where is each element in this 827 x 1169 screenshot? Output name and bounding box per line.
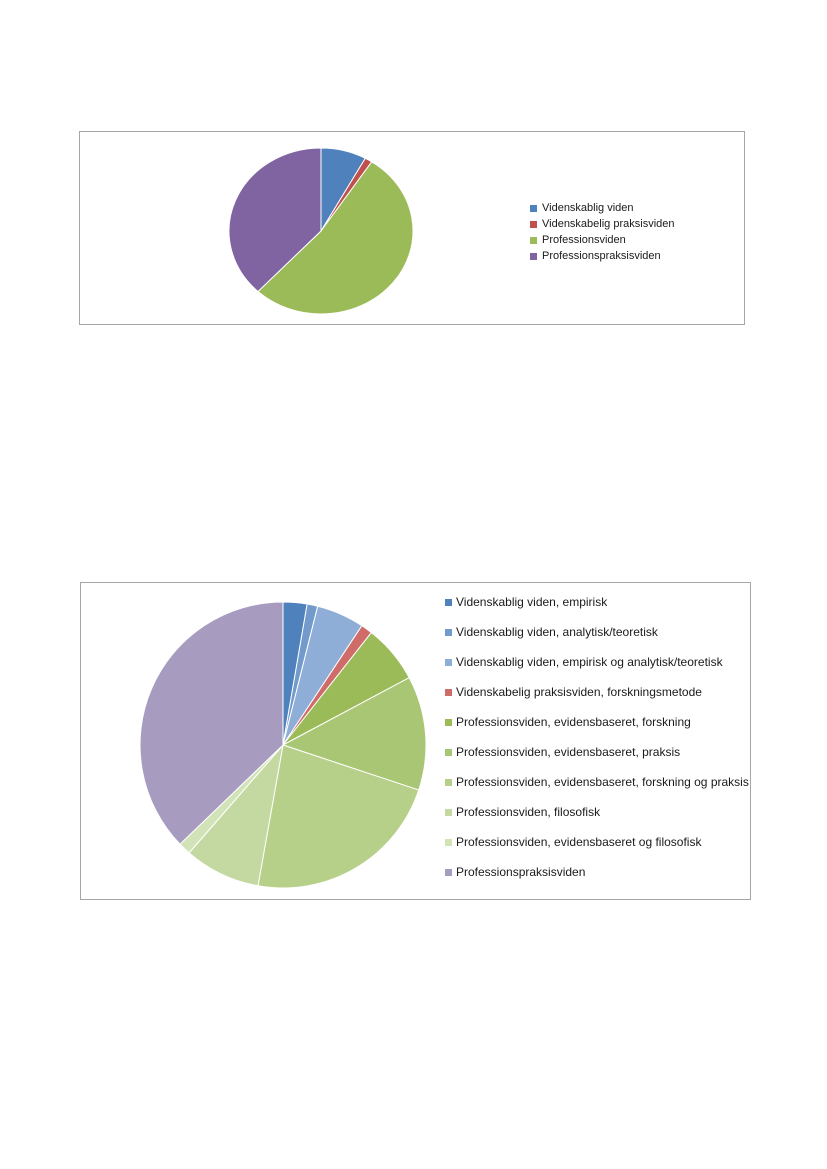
chart2-legend-swatch	[445, 869, 452, 876]
chart2-slice-6	[281, 677, 427, 791]
chart1-slice-3	[257, 161, 414, 315]
chart1-slice-4	[228, 147, 322, 293]
chart2-legend-swatch	[445, 599, 452, 606]
chart1-legend-swatch	[530, 221, 537, 228]
chart2-legend-label: Professionspraksisviden	[456, 865, 586, 879]
pie-chart-1-plot	[228, 147, 414, 315]
chart2-legend-swatch	[445, 629, 452, 636]
chart1-legend-swatch	[530, 237, 537, 244]
chart1-legend-label: Professionsviden	[542, 234, 626, 246]
chart2-legend-swatch	[445, 719, 452, 726]
chart2-legend-label: Videnskabelig praksisviden, forskningsme…	[456, 685, 702, 699]
chart2-legend-swatch	[445, 749, 452, 756]
chart1-legend-label: Professionspraksisviden	[542, 250, 661, 262]
chart2-legend-label: Professionsviden, evidensbaseret, forskn…	[456, 775, 749, 789]
pie-chart-1: Videnskablig viden Videnskabelig praksisv…	[79, 131, 745, 325]
chart2-legend-label: Videnskablig viden, empirisk	[456, 595, 608, 609]
pie-chart-2: Videnskablig viden, empirisk Videnskablig…	[80, 582, 751, 900]
chart2-legend-label: Professionsviden, filosofisk	[456, 805, 601, 819]
chart2-legend-label: Videnskablig viden, empirisk og analytis…	[456, 655, 723, 669]
chart1-legend-swatch	[530, 205, 537, 212]
chart2-legend-label: Professionsviden, evidensbaseret og filo…	[456, 835, 702, 849]
chart1-legend-swatch	[530, 253, 537, 260]
chart2-legend-swatch	[445, 659, 452, 666]
pie-chart-2-plot	[139, 601, 427, 889]
chart2-legend-swatch	[445, 809, 452, 816]
chart2-legend-swatch	[445, 689, 452, 696]
chart2-slice-10	[139, 601, 284, 845]
chart2-slice-7	[257, 744, 420, 889]
chart1-legend-label: Videnskablig viden	[542, 202, 634, 214]
chart2-legend-label: Professionsviden, evidensbaseret, praksi…	[456, 745, 681, 759]
chart1-legend-label: Videnskabelig praksisviden	[542, 218, 675, 230]
chart2-legend-label: Videnskablig viden, analytisk/teoretisk	[456, 625, 658, 639]
chart2-legend-swatch	[445, 779, 452, 786]
chart2-legend-swatch	[445, 839, 452, 846]
chart2-legend-label: Professionsviden, evidensbaseret, forskn…	[456, 715, 691, 729]
